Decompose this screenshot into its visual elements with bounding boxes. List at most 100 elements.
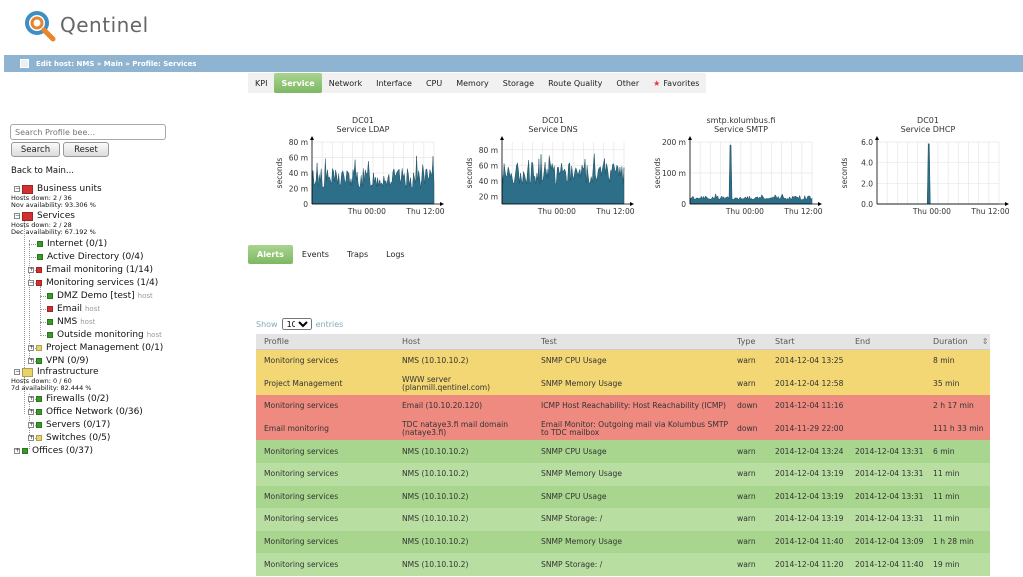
back-to-main-link[interactable]: Back to Main...: [11, 166, 74, 176]
tree-item-monitoring-services[interactable]: − Monitoring services (1/4): [28, 278, 158, 288]
table-row[interactable]: Monitoring services NMS (10.10.10.2) SNMP …: [256, 508, 990, 531]
col-profile[interactable]: Profile: [264, 337, 289, 346]
tab-events[interactable]: Events: [301, 250, 329, 259]
cell-profile: Monitoring services: [264, 402, 339, 411]
tree-item-office-network[interactable]: + Office Network (0/36): [28, 407, 143, 417]
table-row[interactable]: Monitoring services NMS (10.10.10.2) SNMP …: [256, 462, 990, 486]
tab-storage[interactable]: Storage: [496, 73, 541, 93]
tab-other[interactable]: Other: [609, 73, 646, 93]
tree-item-offices[interactable]: + Offices (0/37): [14, 446, 93, 456]
expand-icon[interactable]: +: [28, 344, 35, 351]
y-tick-label: 20 m: [479, 192, 498, 201]
tab-alerts[interactable]: Alerts: [248, 245, 293, 264]
expand-icon[interactable]: +: [28, 408, 35, 415]
tab-service[interactable]: Service: [274, 73, 322, 93]
expand-icon[interactable]: +: [28, 434, 35, 441]
table-row[interactable]: Monitoring services Email (10.10.20.120) I…: [256, 395, 990, 418]
chart-dns[interactable]: DC01 Service DNS 20 m 40 m 60 m 80 m Thu 00:…: [458, 116, 648, 222]
table-row[interactable]: Email monitoring TDC nataye3.fi mail doma…: [256, 417, 990, 441]
status-icon: [37, 241, 43, 247]
col-type[interactable]: Type: [737, 337, 756, 346]
entries-select[interactable]: 10: [281, 318, 312, 330]
tree-item-email[interactable]: Email host: [47, 304, 100, 314]
tab-favorites[interactable]: ★ Favorites: [646, 73, 706, 93]
tree-item-dmz-demo[interactable]: DMZ Demo [test] host: [47, 291, 153, 301]
tab-traps[interactable]: Traps: [346, 250, 369, 259]
tree-item-email-monitoring[interactable]: + Email monitoring (1/14): [28, 265, 153, 275]
y-tick-label: 4.0: [861, 159, 873, 168]
cell-type: warn: [737, 447, 756, 456]
tree-item-project-management[interactable]: + Project Management (0/1): [28, 343, 163, 353]
tab-route-quality[interactable]: Route Quality: [541, 73, 609, 93]
cell-test: SNMP Memory Usage: [541, 538, 623, 547]
tab-kpi[interactable]: KPI: [248, 73, 274, 93]
expand-icon[interactable]: +: [28, 395, 35, 402]
cell-duration: 35 min: [933, 379, 960, 388]
expand-icon[interactable]: +: [28, 357, 35, 364]
x-tick-label: Thu 12:00: [783, 207, 822, 216]
cell-profile: Monitoring services: [264, 515, 339, 524]
tab-label: Network: [328, 78, 363, 88]
col-host[interactable]: Host: [402, 337, 421, 346]
cell-test: SNMP CPU Usage: [541, 492, 607, 501]
collapse-icon[interactable]: −: [28, 279, 35, 286]
chart-ldap[interactable]: DC01 Service LDAP 0 20 m 40 m 60 m 80 m Thu 0…: [268, 116, 458, 222]
chart-area-series: [311, 155, 435, 205]
tree-item-servers[interactable]: + Servers (0/17): [28, 420, 110, 430]
profile-search-input[interactable]: [10, 124, 166, 140]
tab-cpu[interactable]: CPU: [419, 73, 449, 93]
cell-type: warn: [737, 515, 756, 524]
tree-item-vpn[interactable]: + VPN (0/9): [28, 356, 89, 366]
cell-profile: Monitoring services: [264, 357, 339, 366]
tab-logs[interactable]: Logs: [386, 250, 405, 259]
tree-item-switches[interactable]: + Switches (0/5): [28, 433, 110, 443]
table-row[interactable]: Monitoring services NMS (10.10.10.2) SNMP …: [256, 485, 990, 509]
table-row[interactable]: Project Management WWW server (planmill.q…: [256, 372, 990, 396]
tree-item-infrastructure[interactable]: − Infrastructure: [14, 367, 99, 377]
table-row[interactable]: Monitoring services NMS (10.10.10.2) SNMP …: [256, 553, 990, 576]
tree-item-nms[interactable]: NMS host: [47, 317, 95, 327]
tree-item-services[interactable]: − Services: [14, 211, 75, 221]
tree-item-active-directory[interactable]: Active Directory (0/4): [37, 252, 144, 262]
collapse-icon[interactable]: −: [14, 185, 21, 192]
tab-network[interactable]: Network: [322, 73, 369, 93]
reset-button[interactable]: Reset: [63, 142, 109, 157]
tree-label: Services: [37, 211, 75, 221]
tree-item-internet[interactable]: Internet (0/1): [37, 239, 107, 249]
table-row[interactable]: Monitoring services NMS (10.10.10.2) SNMP …: [256, 530, 990, 554]
status-icon: [47, 306, 53, 312]
search-button[interactable]: Search: [11, 142, 60, 157]
expand-icon[interactable]: +: [14, 447, 21, 454]
expand-icon[interactable]: +: [28, 266, 35, 273]
status-icon: [47, 332, 53, 338]
breadcrumb[interactable]: Edit host: NMS » Main » Profile: Service…: [36, 59, 197, 68]
tree-item-firewalls[interactable]: + Firewalls (0/2): [28, 394, 109, 404]
cell-type: warn: [737, 560, 756, 569]
alert-tabs: Alerts Events Traps Logs: [248, 245, 414, 264]
magnifier-logo-icon: [25, 11, 56, 42]
col-end[interactable]: End: [855, 337, 871, 346]
collapse-icon[interactable]: −: [14, 212, 21, 219]
table-row[interactable]: Monitoring services NMS (10.10.10.2) SNMP …: [256, 440, 990, 463]
cell-duration: 11 min: [933, 492, 960, 501]
y-tick-label: 100 m: [662, 169, 686, 178]
col-duration[interactable]: Duration ⇕: [925, 337, 990, 346]
chart-dhcp[interactable]: DC01 Service DHCP 0.0 2.0 4.0 6.0 Thu 00:00 T…: [833, 116, 1023, 222]
tab-interface[interactable]: Interface: [369, 73, 419, 93]
chart-area-series: [501, 153, 625, 205]
expand-icon[interactable]: +: [28, 421, 35, 428]
collapse-icon[interactable]: −: [14, 368, 21, 375]
col-start[interactable]: Start: [775, 337, 795, 346]
table-row[interactable]: Monitoring services NMS (10.10.10.2) SNMP …: [256, 350, 990, 373]
y-tick-label: 20 m: [289, 185, 308, 194]
x-axis-arrow: [440, 202, 444, 206]
tab-label: KPI: [255, 78, 268, 88]
home-icon[interactable]: [20, 59, 29, 68]
col-test[interactable]: Test: [541, 337, 557, 346]
breadcrumb-bar: Edit host: NMS » Main » Profile: Service…: [4, 55, 1023, 72]
chart-smtp[interactable]: smtp.kolumbus.fi Service SMTP 0 100 m 200 …: [646, 116, 836, 222]
tree-item-business-units[interactable]: − Business units: [14, 184, 102, 194]
tree-item-outside-monitoring[interactable]: Outside monitoring host: [47, 330, 162, 340]
status-icon: [22, 184, 33, 194]
tab-memory[interactable]: Memory: [449, 73, 496, 93]
